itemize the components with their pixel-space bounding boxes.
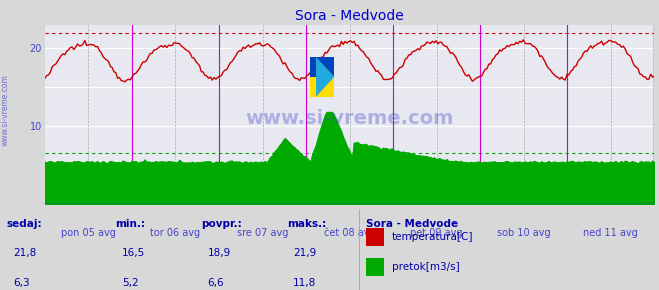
Text: www.si-vreme.com: www.si-vreme.com	[1, 74, 10, 146]
Text: 18,9: 18,9	[208, 248, 231, 258]
Text: 21,9: 21,9	[293, 248, 316, 258]
Text: sob 10 avg: sob 10 avg	[497, 228, 550, 238]
Text: 16,5: 16,5	[122, 248, 145, 258]
Title: Sora - Medvode: Sora - Medvode	[295, 10, 404, 23]
Text: 11,8: 11,8	[293, 278, 316, 288]
Text: ned 11 avg: ned 11 avg	[583, 228, 638, 238]
Text: sre 07 avg: sre 07 avg	[237, 228, 288, 238]
Text: Sora - Medvode: Sora - Medvode	[366, 219, 458, 229]
Bar	[310, 57, 334, 77]
Text: maks.:: maks.:	[287, 219, 326, 229]
Text: 21,8: 21,8	[13, 248, 36, 258]
Bar	[366, 258, 384, 276]
Text: povpr.:: povpr.:	[201, 219, 242, 229]
Text: čet 08 avg: čet 08 avg	[324, 228, 376, 238]
Text: min.:: min.:	[115, 219, 146, 229]
Text: 5,2: 5,2	[122, 278, 138, 288]
Text: 6,6: 6,6	[208, 278, 224, 288]
Bar	[310, 77, 334, 97]
Text: tor 06 avg: tor 06 avg	[150, 228, 200, 238]
Bar	[366, 228, 384, 246]
Text: temperatura[C]: temperatura[C]	[392, 232, 474, 242]
Polygon shape	[316, 57, 334, 97]
Text: www.si-vreme.com: www.si-vreme.com	[245, 109, 454, 128]
Text: sedaj:: sedaj:	[7, 219, 42, 229]
Text: pretok[m3/s]: pretok[m3/s]	[392, 262, 460, 272]
Text: pon 05 avg: pon 05 avg	[61, 228, 116, 238]
Text: 6,3: 6,3	[13, 278, 30, 288]
Text: pet 09 avg: pet 09 avg	[411, 228, 463, 238]
